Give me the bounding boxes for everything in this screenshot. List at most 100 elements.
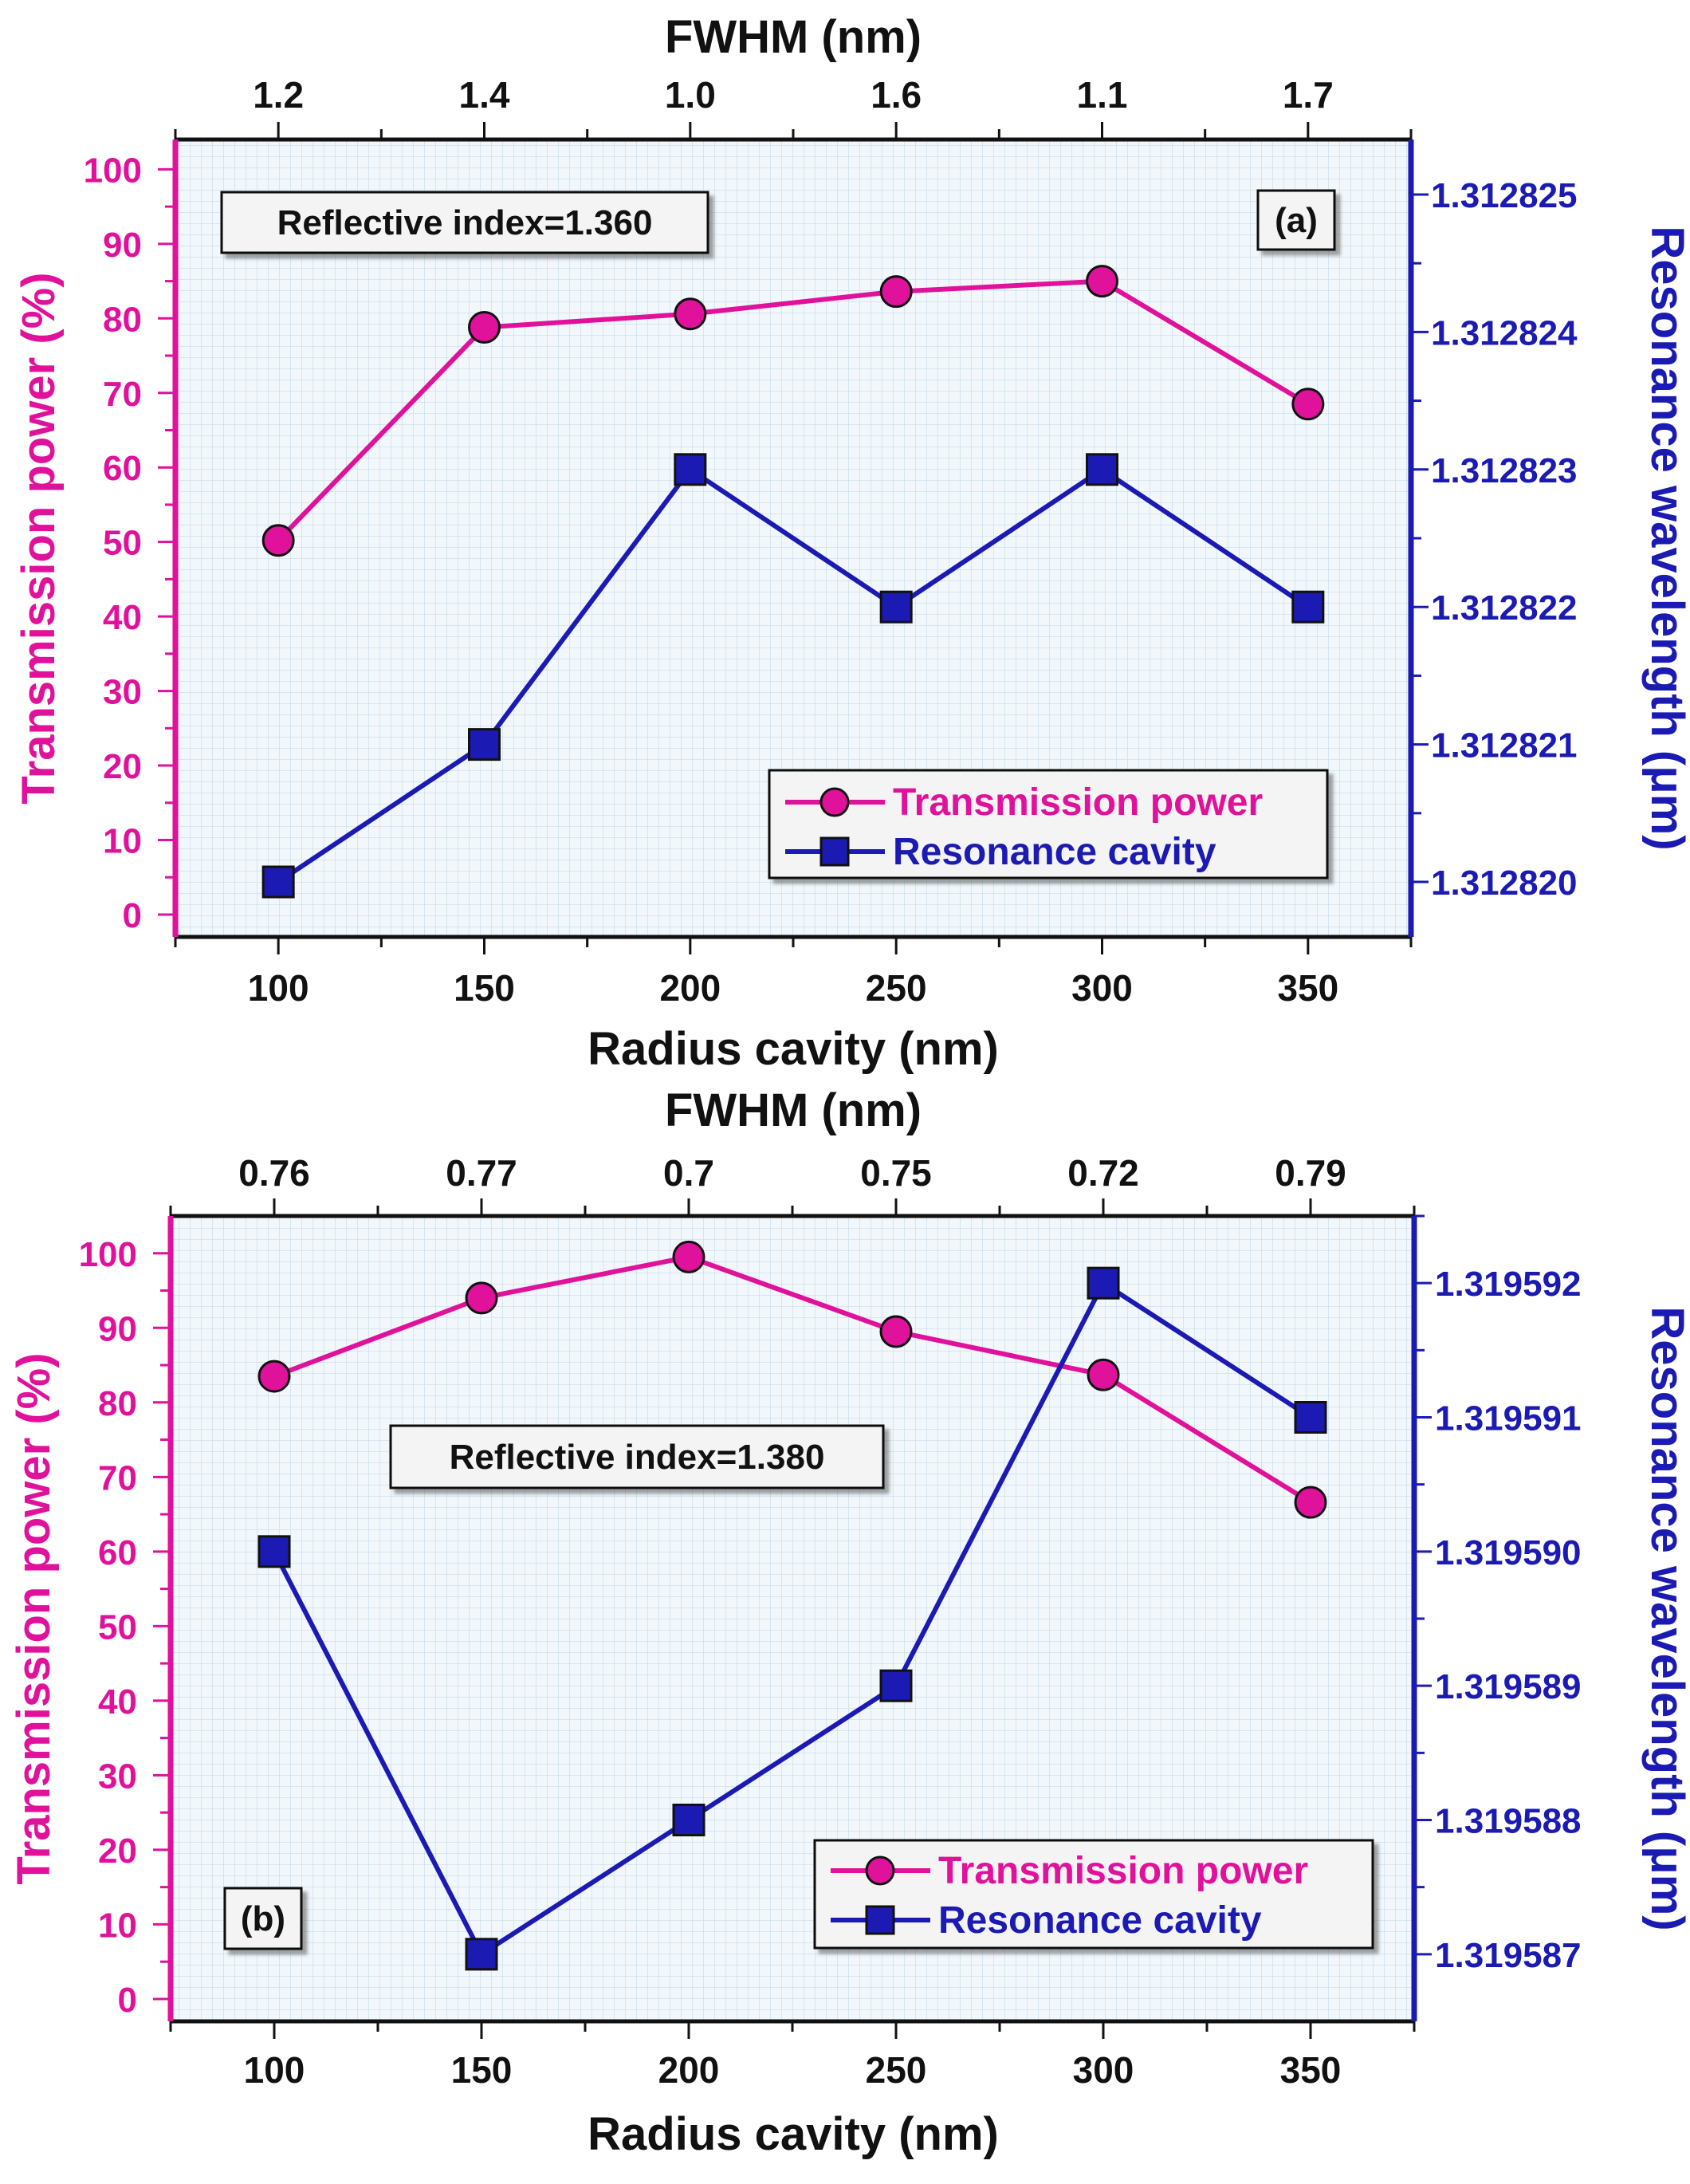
y-left-tick-label: 50 bbox=[103, 524, 142, 563]
top-axis-title: FWHM (nm) bbox=[665, 11, 922, 63]
y-right-tick-label: 1.312821 bbox=[1431, 726, 1578, 765]
transmission-power-line bbox=[273, 1254, 1312, 1505]
transmission-power-point bbox=[468, 311, 501, 344]
y-left-tick-label: 100 bbox=[79, 1235, 137, 1274]
transmission-power-point bbox=[1087, 1358, 1120, 1391]
x-tick-labels: 100 150 200 250 300 350 bbox=[248, 967, 1338, 1009]
y-left-axis-title: Transmission power (%) bbox=[8, 1352, 60, 1884]
legend-resonance-marker bbox=[865, 1905, 895, 1935]
top-tick-label: 1.4 bbox=[459, 74, 510, 116]
resonance-cavity-point bbox=[1086, 453, 1118, 486]
transmission-power-point bbox=[672, 1240, 705, 1273]
y-left-tick-label: 60 bbox=[98, 1533, 137, 1572]
y-left-tick-labels: 0 10 20 30 40 50 60 70 80 90 100 bbox=[84, 151, 142, 935]
annotation-box: Reflective index=1.360 bbox=[220, 191, 709, 254]
y-right-tick-label: 1.312823 bbox=[1431, 451, 1578, 490]
y-left-axis-title: Transmission power (%) bbox=[13, 272, 65, 804]
annotation-text: Reflective index=1.360 bbox=[277, 203, 653, 242]
transmission-power-line bbox=[277, 278, 1310, 542]
annotation-text: Reflective index=1.380 bbox=[450, 1438, 825, 1477]
top-tick-label: 1.7 bbox=[1283, 74, 1334, 116]
y-left-tick-label: 10 bbox=[98, 1906, 137, 1945]
panel-b: FWHM (nm) 0.76 0.77 0.7 0.75 0.72 0.79 1… bbox=[8, 1084, 1690, 2160]
y-left-tick-label: 30 bbox=[103, 673, 142, 712]
y-right-tick-label: 1.312822 bbox=[1431, 588, 1578, 628]
y-right-tick-label: 1.319588 bbox=[1435, 1802, 1582, 1841]
top-tick-labels: 1.2 1.4 1.0 1.6 1.1 1.7 bbox=[253, 74, 1334, 116]
legend-transmission-marker bbox=[819, 787, 850, 817]
top-axis-title: FWHM (nm) bbox=[665, 1084, 922, 1136]
panel-a: FWHM (nm) 1.2 1.4 1.0 1.6 1.1 1.7 100 15… bbox=[13, 11, 1690, 1075]
y-left-tick-label: 30 bbox=[98, 1757, 137, 1796]
x-tick-labels: 100 150 200 250 300 350 bbox=[244, 2049, 1342, 2091]
transmission-power-point bbox=[257, 1360, 291, 1393]
y-left-tick-label: 100 bbox=[84, 151, 142, 190]
legend-resonance-label: Resonance cavity bbox=[893, 831, 1216, 873]
resonance-cavity-point bbox=[1087, 1266, 1120, 1300]
transmission-power-point bbox=[674, 297, 707, 331]
transmission-power-markers bbox=[257, 1240, 1327, 1519]
y-right-tick-labels: 1.312820 1.312821 1.312822 1.312823 1.31… bbox=[1431, 176, 1578, 903]
y-left-tick-label: 60 bbox=[103, 449, 142, 488]
transmission-power-point bbox=[465, 1281, 498, 1315]
y-left-tick-label: 50 bbox=[98, 1608, 137, 1647]
legend-resonance-label: Resonance cavity bbox=[938, 1899, 1262, 1942]
transmission-power-point bbox=[261, 524, 295, 557]
y-right-tick-label: 1.319590 bbox=[1435, 1533, 1582, 1572]
y-left-tick-label: 70 bbox=[98, 1458, 137, 1497]
resonance-cavity-markers bbox=[261, 453, 1325, 899]
top-tick-labels: 0.76 0.77 0.7 0.75 0.72 0.79 bbox=[238, 1152, 1346, 1194]
top-tick-label: 0.76 bbox=[238, 1152, 310, 1194]
y-right-tick-label: 1.312824 bbox=[1431, 313, 1578, 352]
transmission-power-point bbox=[1086, 265, 1118, 298]
transmission-power-markers bbox=[261, 265, 1325, 557]
x-tick-label: 300 bbox=[1073, 2049, 1134, 2091]
resonance-cavity-point bbox=[674, 453, 707, 486]
top-tick-label: 1.0 bbox=[665, 74, 716, 116]
resonance-cavity-line bbox=[277, 466, 1310, 884]
resonance-cavity-line bbox=[272, 1281, 1312, 1957]
top-tick-label: 0.72 bbox=[1067, 1152, 1139, 1194]
resonance-cavity-point bbox=[465, 1938, 498, 1971]
y-right-tick-label: 1.312820 bbox=[1431, 864, 1578, 903]
resonance-cavity-point bbox=[468, 728, 501, 761]
panel-label-text: (a) bbox=[1275, 201, 1318, 240]
transmission-power-point bbox=[1291, 388, 1325, 421]
transmission-power-point bbox=[879, 275, 913, 309]
panel-label: (b) bbox=[223, 1887, 303, 1950]
y-left-tick-label: 90 bbox=[103, 226, 142, 265]
legend-resonance-marker bbox=[819, 836, 850, 867]
y-left-tick-label: 80 bbox=[98, 1384, 137, 1423]
x-axis-title: Radius cavity (nm) bbox=[588, 1023, 999, 1075]
x-tick-label: 100 bbox=[248, 967, 309, 1009]
y-left-tick-label: 0 bbox=[118, 1981, 137, 2020]
top-tick-label: 0.7 bbox=[663, 1152, 714, 1194]
annotation-box: Reflective index=1.380 bbox=[389, 1424, 885, 1489]
resonance-cavity-point bbox=[879, 590, 913, 624]
transmission-power-point bbox=[1294, 1486, 1327, 1519]
legend-transmission-label: Transmission power bbox=[893, 781, 1263, 824]
transmission-power-point bbox=[879, 1315, 913, 1348]
x-tick-label: 200 bbox=[658, 2049, 720, 2091]
resonance-cavity-point bbox=[1291, 590, 1325, 624]
y-right-axis-title: Resonance wavelength (μm) bbox=[1641, 226, 1690, 850]
x-tick-label: 100 bbox=[244, 2049, 305, 2091]
top-tick-label: 0.77 bbox=[446, 1152, 517, 1194]
y-left-tick-label: 10 bbox=[103, 822, 142, 861]
y-right-axis-title: Resonance wavelength (μm) bbox=[1641, 1306, 1690, 1930]
y-left-tick-label: 40 bbox=[103, 598, 142, 637]
panel-label-text: (b) bbox=[241, 1899, 285, 1938]
x-tick-label: 300 bbox=[1071, 967, 1133, 1009]
y-left-tick-label: 40 bbox=[98, 1682, 137, 1722]
y-right-tick-label: 1.319591 bbox=[1435, 1399, 1582, 1438]
y-right-tick-label: 1.319589 bbox=[1435, 1667, 1582, 1706]
y-right-tick-label: 1.319587 bbox=[1435, 1936, 1582, 1975]
x-tick-label: 200 bbox=[659, 967, 721, 1009]
y-left-tick-label: 80 bbox=[103, 300, 142, 339]
y-left-tick-labels: 0 10 20 30 40 50 60 70 80 90 100 bbox=[79, 1235, 137, 2020]
legend-transmission-marker bbox=[865, 1855, 895, 1886]
x-axis-title: Radius cavity (nm) bbox=[588, 2108, 999, 2160]
top-tick-label: 1.2 bbox=[253, 74, 304, 116]
x-tick-label: 150 bbox=[451, 2049, 513, 2091]
